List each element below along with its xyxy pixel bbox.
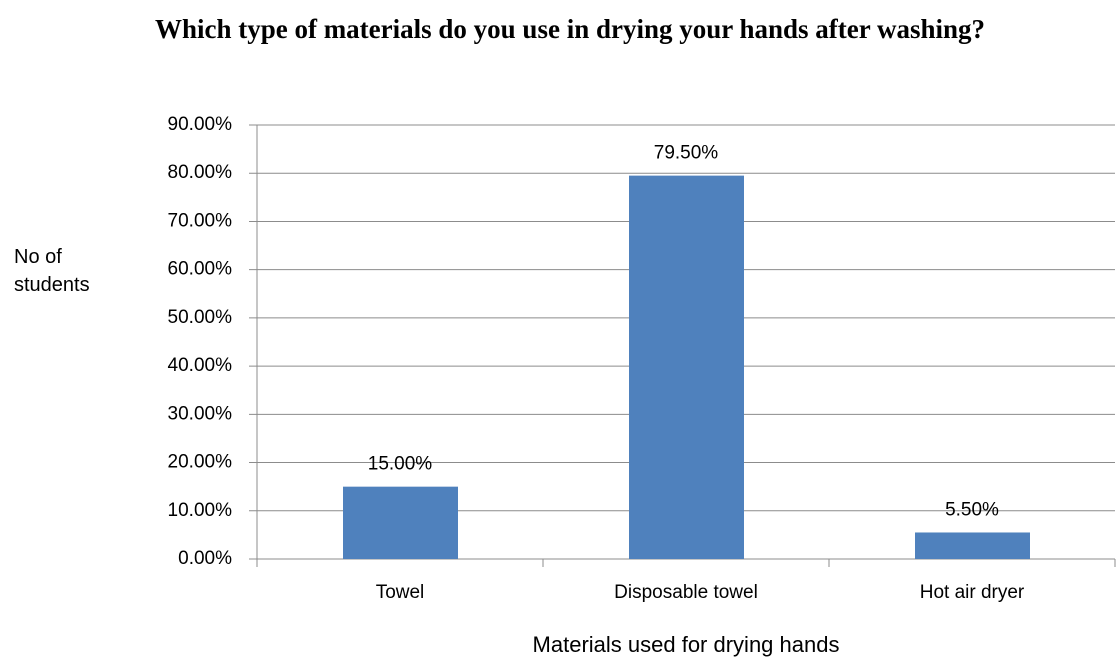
bar — [343, 486, 458, 559]
y-axis-label: No of students — [14, 246, 90, 296]
x-axis-label: Materials used for drying hands — [533, 632, 840, 657]
bar — [915, 532, 1030, 559]
y-tick-label: 90.00% — [168, 114, 233, 135]
y-tick-label: 70.00% — [168, 210, 233, 231]
y-tick-label: 50.00% — [168, 307, 233, 328]
data-label: 5.50% — [945, 499, 999, 520]
bar — [629, 175, 744, 559]
y-tick-label: 60.00% — [168, 259, 233, 280]
y-tick-label: 0.00% — [178, 548, 232, 569]
y-tick-label: 30.00% — [168, 403, 233, 424]
x-tick-label: Towel — [376, 582, 425, 603]
y-tick-label: 10.00% — [168, 500, 233, 521]
x-tick-label: Disposable towel — [614, 582, 758, 603]
data-label: 79.50% — [654, 143, 719, 164]
y-tick-label: 80.00% — [168, 162, 233, 183]
y-tick-label: 20.00% — [168, 452, 233, 473]
x-tick-label: Hot air dryer — [920, 582, 1025, 603]
chart-title: Which type of materials do you use in dr… — [154, 14, 986, 44]
data-label: 15.00% — [368, 454, 433, 475]
y-tick-label: 40.00% — [168, 355, 233, 376]
